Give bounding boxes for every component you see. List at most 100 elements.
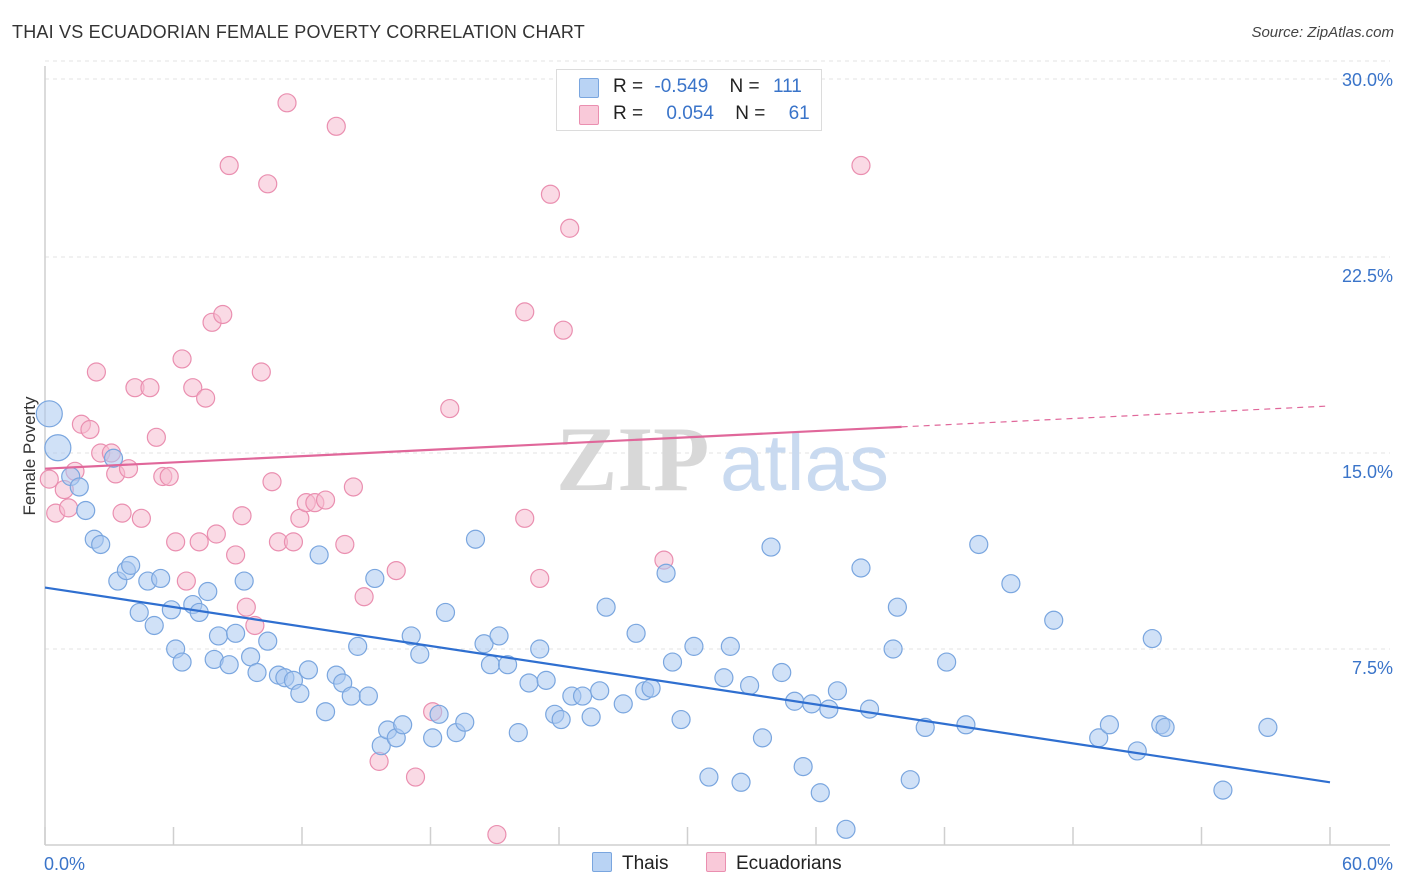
thai-point [581, 707, 601, 727]
ecuadorians-swatch [579, 105, 599, 125]
ecuadorian-point [283, 532, 304, 552]
ecuadorian-point [440, 398, 460, 419]
ecuadorian-point [343, 477, 363, 497]
thai-point [348, 636, 368, 656]
thai-point [465, 529, 486, 549]
thai-point [172, 652, 192, 672]
thai-point [530, 639, 550, 659]
n-label: N = [735, 103, 766, 124]
thai-point [836, 819, 856, 839]
thai-point [551, 709, 571, 730]
thai-point [590, 681, 610, 701]
ecuadorian-point [386, 560, 406, 581]
thai-point [793, 756, 813, 777]
thai-point [519, 673, 539, 693]
gridlines [45, 60, 1390, 650]
legend-thais-label: Thais [622, 853, 669, 874]
ecuadorian-point [553, 320, 573, 340]
ecuadorian-point [262, 472, 282, 492]
thai-point [1099, 715, 1120, 735]
thai-point [699, 767, 719, 787]
thai-point [752, 728, 773, 748]
legend-thais: Thais [592, 852, 668, 876]
thai-point [1258, 717, 1278, 738]
thai-point [144, 615, 164, 636]
thai-point [298, 660, 319, 680]
x-tick-label-min: 0.0% [44, 854, 85, 874]
ecuadorians-trend-line [44, 425, 902, 470]
thai-point [819, 699, 839, 719]
ecuadorian-point [354, 587, 374, 607]
thai-point [740, 675, 760, 696]
ecuadorian-point [112, 503, 132, 523]
ecuadorian-point [540, 184, 561, 204]
thai-point [309, 545, 329, 565]
thai-point [498, 655, 518, 675]
ecuadorian-point [159, 466, 179, 487]
ecuadorian-point [258, 174, 278, 194]
thai-point [969, 534, 989, 555]
ecuadorians-points [39, 93, 871, 845]
thai-point [410, 644, 430, 664]
r-value-thais: -0.549 [654, 76, 709, 97]
thai-point [656, 563, 676, 583]
thai-point [956, 715, 976, 735]
thai-point [810, 783, 830, 803]
ecuadorians-legend-swatch [706, 852, 726, 872]
thai-point [1001, 574, 1021, 594]
thai-point [851, 558, 871, 578]
thai-point [596, 597, 616, 617]
ecuadorian-point [277, 93, 297, 113]
ecuadorian-point [326, 116, 346, 136]
thai-point [626, 623, 646, 643]
thai-point [720, 636, 740, 656]
axes [44, 66, 1390, 846]
thai-point [129, 602, 149, 623]
thai-point [1155, 717, 1175, 738]
ecuadorian-point [176, 571, 196, 591]
ecuadorian-point [189, 532, 209, 552]
thai-point [671, 709, 691, 730]
thai-point [435, 602, 456, 623]
n-value-thais: 111 [772, 76, 802, 97]
thai-point [401, 626, 421, 646]
ecuadorian-point [213, 304, 233, 325]
thai-point [121, 555, 141, 575]
thai-point [536, 670, 556, 690]
ecuadorian-point [851, 155, 871, 176]
thais-legend-swatch [592, 852, 612, 872]
ecuadorian-point [146, 427, 166, 447]
thai-point [827, 681, 848, 701]
chart-title: THAI VS ECUADORIAN FEMALE POVERTY CORREL… [12, 22, 585, 42]
thai-point [393, 715, 413, 735]
ecuadorian-point [118, 459, 139, 479]
thai-point [887, 597, 907, 617]
chart-source: Source: ZipAtlas.com [1251, 24, 1394, 41]
r-value-ecuadorians: 0.054 [666, 103, 714, 124]
thai-point [423, 728, 443, 748]
ecuadorian-point [315, 490, 336, 510]
thai-point [103, 448, 124, 468]
legend-ecuadorians: Ecuadorians [706, 852, 842, 876]
thai-point [208, 626, 229, 646]
watermark-atlas: atlas [720, 418, 889, 507]
ecuadorian-point [405, 767, 426, 787]
thai-point [731, 772, 751, 792]
ecuadorian-point [226, 545, 246, 565]
thai-point [772, 662, 792, 683]
ecuadorian-point [560, 218, 580, 238]
thai-point [1127, 741, 1147, 761]
thai-point [151, 568, 171, 589]
thai-point [76, 500, 96, 521]
thai-point [508, 723, 528, 743]
thai-point [226, 623, 246, 643]
legend-ecuadorians-label: Ecuadorians [736, 853, 842, 874]
ecuadorian-point [236, 597, 256, 617]
ecuadorian-point [335, 534, 355, 555]
thai-point [198, 581, 218, 602]
thai-point [900, 770, 920, 790]
ecuadorians-trend-extension [901, 405, 1331, 428]
thai-point [455, 712, 475, 732]
watermark-zip: ZIP [556, 408, 709, 510]
thai-point [219, 655, 239, 675]
